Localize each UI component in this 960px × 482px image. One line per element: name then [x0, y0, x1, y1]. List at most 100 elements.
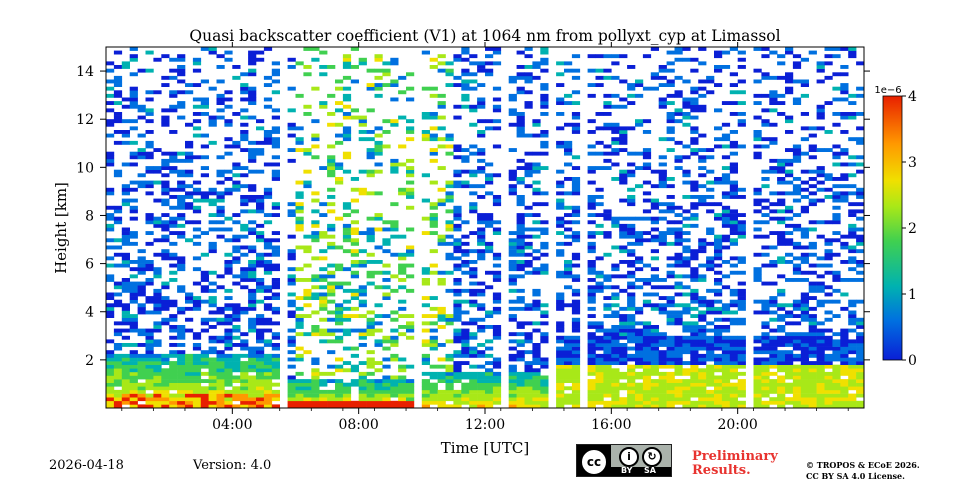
heatmap-cell	[485, 241, 494, 246]
heatmap-cell	[406, 274, 415, 279]
heatmap-cell	[295, 191, 304, 196]
heatmap-cell	[816, 104, 825, 109]
heatmap-cell	[856, 263, 864, 268]
heatmap-cell	[461, 350, 470, 355]
heatmap-cell	[492, 364, 502, 369]
heatmap-cell	[524, 270, 533, 275]
heatmap-cell	[224, 191, 233, 196]
heatmap-cell	[263, 104, 273, 109]
heatmap-cell	[706, 180, 715, 185]
heatmap-cell	[698, 353, 707, 358]
heatmap-cell	[271, 162, 280, 167]
heatmap-cell	[650, 306, 659, 311]
heatmap-cell	[848, 303, 857, 308]
heatmap-cell	[571, 101, 581, 105]
heatmap-cell	[674, 361, 683, 365]
heatmap-cell	[658, 216, 667, 221]
heatmap-cell	[169, 299, 178, 304]
heatmap-cell	[753, 400, 762, 405]
heatmap-cell	[611, 335, 620, 340]
heatmap-cell	[848, 209, 857, 214]
heatmap-cell	[390, 357, 399, 362]
heatmap-cell	[145, 155, 154, 160]
heatmap-cell	[382, 292, 391, 297]
heatmap-cell	[619, 180, 628, 185]
heatmap-cell	[556, 270, 565, 275]
heatmap-cell	[587, 382, 596, 387]
heatmap-cell	[650, 216, 659, 221]
heatmap-cell	[571, 389, 581, 394]
heatmap-cell	[137, 263, 146, 268]
heatmap-cell	[658, 101, 667, 105]
heatmap-cell	[477, 249, 486, 254]
heatmap-cell	[690, 400, 699, 405]
heatmap-cell	[706, 321, 715, 326]
heatmap-cell	[192, 119, 202, 124]
heatmap-cell	[753, 278, 762, 282]
heatmap-cell	[524, 162, 533, 167]
heatmap-cell	[390, 386, 399, 391]
heatmap-cell	[848, 397, 857, 402]
heatmap-cell	[477, 397, 486, 402]
heatmap-cell	[161, 54, 170, 59]
heatmap-cell	[129, 140, 138, 145]
heatmap-cell	[248, 382, 257, 387]
heatmap-cell	[106, 361, 115, 365]
heatmap-cell	[714, 393, 723, 398]
heatmap-cell	[145, 184, 154, 189]
heatmap-cell	[469, 288, 478, 293]
heatmap-cell	[706, 260, 715, 264]
heatmap-cell	[319, 371, 328, 376]
heatmap-cell	[753, 335, 762, 340]
heatmap-cell	[153, 364, 162, 369]
heatmap-cell	[366, 281, 375, 286]
heatmap-cell	[492, 144, 502, 149]
heatmap-cell	[271, 267, 280, 272]
heatmap-cell	[485, 400, 494, 405]
heatmap-cell	[153, 57, 162, 62]
heatmap-cell	[113, 389, 123, 394]
heatmap-cell	[169, 263, 178, 268]
heatmap-cell	[792, 54, 802, 59]
heatmap-cell	[721, 353, 731, 358]
heatmap-cell	[177, 213, 186, 217]
heatmap-cell	[650, 364, 659, 369]
heatmap-cell	[674, 205, 683, 210]
heatmap-cell	[319, 306, 328, 311]
heatmap-cell	[303, 389, 312, 394]
heatmap-cell	[429, 133, 438, 138]
heatmap-cell	[153, 325, 162, 329]
heatmap-cell	[263, 371, 273, 376]
heatmap-cell	[374, 54, 383, 59]
heatmap-cell	[556, 231, 565, 235]
heatmap-cell	[350, 263, 359, 268]
heatmap-cell	[666, 379, 675, 383]
heatmap-cell	[532, 353, 541, 358]
heatmap-cell	[129, 288, 138, 293]
heatmap-cell	[303, 47, 312, 51]
copyright-line-2: CC BY SA 4.0 License.	[806, 471, 905, 481]
heatmap-cell	[658, 83, 667, 87]
heatmap-cell	[240, 393, 249, 398]
heatmap-cell	[769, 97, 778, 102]
heatmap-cell	[406, 321, 415, 326]
heatmap-cell	[777, 339, 786, 344]
heatmap-cell	[524, 54, 533, 59]
heatmap-cell	[840, 306, 849, 311]
heatmap-cell	[658, 404, 667, 408]
heatmap-cell	[240, 115, 249, 120]
heatmap-cell	[800, 79, 809, 84]
heatmap-cell	[714, 328, 723, 333]
heatmap-cell	[453, 292, 462, 297]
heatmap-cell	[287, 133, 296, 138]
heatmap-cell	[690, 187, 699, 192]
heatmap-cell	[192, 57, 202, 62]
heatmap-cell	[603, 339, 612, 344]
heatmap-cell	[619, 346, 628, 351]
heatmap-cell	[785, 75, 794, 80]
heatmap-cell	[461, 393, 470, 398]
heatmap-cell	[666, 50, 675, 55]
heatmap-cell	[666, 339, 675, 344]
heatmap-cell	[398, 393, 407, 398]
heatmap-cell	[792, 393, 802, 398]
